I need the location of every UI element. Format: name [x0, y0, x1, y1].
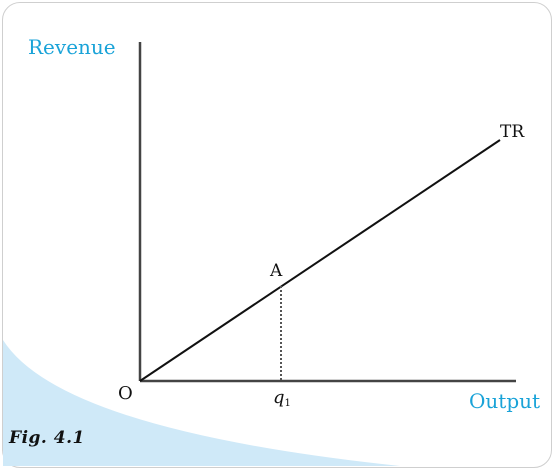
point-a-label: A — [269, 261, 283, 281]
tr-label: TR — [500, 122, 525, 142]
q1-label: q1 — [273, 387, 291, 409]
x-axis-label: Output — [469, 389, 540, 413]
q1-subscript: 1 — [285, 398, 291, 409]
q1-letter: q — [273, 387, 285, 408]
figure-caption: Fig. 4.1 — [9, 428, 85, 448]
origin-label: O — [118, 383, 133, 404]
y-axis-label: Revenue — [28, 35, 116, 59]
tr-line — [139, 139, 501, 382]
corner-decoration — [3, 340, 400, 466]
